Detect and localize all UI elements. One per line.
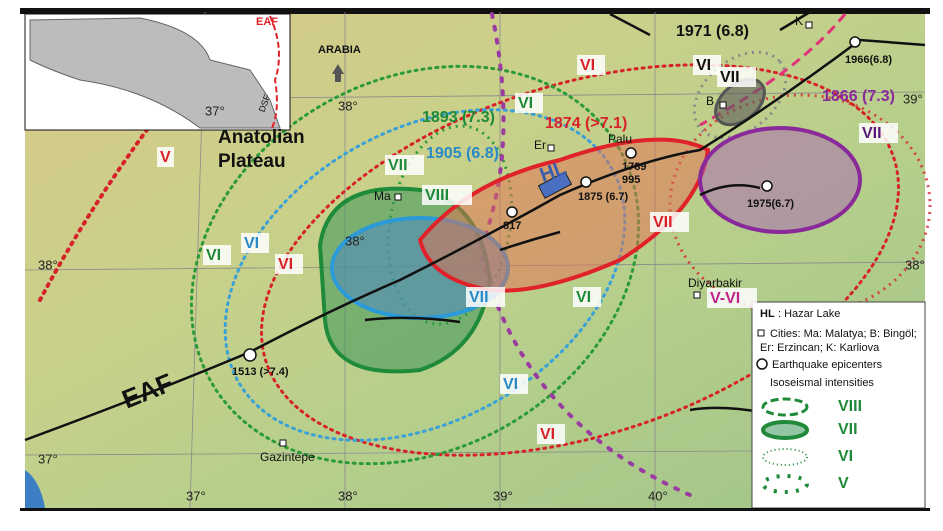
graticule-label: 39° <box>493 488 513 503</box>
intensity-label: VI <box>580 57 595 74</box>
label-box <box>577 55 605 75</box>
graticule-label: 38° <box>905 257 925 272</box>
graticule-label: 38° <box>38 257 58 272</box>
intensity-label: VI <box>244 235 259 252</box>
graticule-label: 40° <box>648 488 668 503</box>
intensity-label: VII <box>653 214 673 231</box>
label-box <box>573 287 601 307</box>
top-border <box>20 8 930 14</box>
label-box <box>650 212 689 232</box>
inset-arrow <box>332 64 344 82</box>
legend-level: VII <box>838 421 858 438</box>
epicenter-markers <box>243 36 861 362</box>
region-label: Anatolian <box>218 127 305 148</box>
city-label: Diyarbakir <box>688 276 742 290</box>
intensity-areas <box>317 77 862 374</box>
intensity-label: V-VI <box>710 290 740 307</box>
sea <box>25 470 45 508</box>
label-box <box>707 288 757 308</box>
graticule-label: 37° <box>205 103 225 118</box>
legend-cities: Er: Erzincan; K: Karliova <box>760 342 880 354</box>
city-label: B <box>706 94 714 108</box>
event-label: 1893 (7.3) <box>422 109 495 126</box>
graticule-label: 38° <box>345 233 365 248</box>
legend <box>751 301 926 509</box>
legend-hl-key: HL <box>760 308 775 320</box>
legend-city-icon <box>757 329 765 337</box>
intensity-label: VI <box>518 95 533 112</box>
inset-fault-label: EAF <box>256 16 278 28</box>
epicenter-label: 995 <box>622 174 640 186</box>
label-box <box>157 147 174 167</box>
legend-vi <box>762 448 808 466</box>
label-box <box>859 123 898 143</box>
epicenter-label: 1789 <box>622 161 646 173</box>
epicenter-label: 817 <box>503 220 521 232</box>
event-label: 1905 (6.8) <box>426 145 499 162</box>
legend-isoseismal: Isoseismal intensities <box>770 377 874 389</box>
intensity-label: VI <box>503 376 518 393</box>
city-label: K <box>795 14 803 28</box>
label-box <box>385 155 424 175</box>
region-label: Plateau <box>218 151 286 172</box>
intensity-label: VII <box>862 125 882 142</box>
intensity-label: VI <box>576 289 591 306</box>
inset-region-label: ARABIA <box>318 44 361 56</box>
intensity-label: VI <box>278 256 293 273</box>
legend-level: VIII <box>838 398 862 415</box>
inset-land <box>29 17 281 129</box>
graticule-label: 38° <box>338 488 358 503</box>
city-label: Ma <box>374 189 391 203</box>
city-label: Er <box>534 138 546 152</box>
legend-epicenters: Earthquake epicenters <box>772 359 883 371</box>
label-box <box>500 374 528 394</box>
label-box <box>537 424 565 444</box>
label-box <box>466 287 505 307</box>
legend-level: V <box>838 475 849 492</box>
legend-vii <box>761 420 809 440</box>
legend-hl-text: : Hazar Lake <box>778 308 840 320</box>
event-label: 1874 (>7.1) <box>545 115 627 132</box>
legend-v <box>761 474 809 494</box>
intensity-label: VI <box>540 426 555 443</box>
label-box <box>515 93 543 113</box>
label-box <box>717 67 756 87</box>
inset-fault <box>269 15 280 129</box>
epicenter-label: 1966(6.8) <box>845 54 892 66</box>
label-box <box>422 185 472 205</box>
intensity-label: VIII <box>425 187 449 204</box>
graticule-label: 37° <box>186 488 206 503</box>
intensity-label: VII <box>388 157 408 174</box>
graticule-label: 37° <box>38 451 58 466</box>
city-markers <box>279 21 813 447</box>
epicenter-label: 1513 (>7.4) <box>232 366 289 378</box>
label-box <box>693 55 721 75</box>
graticule-label: 38° <box>338 98 358 113</box>
bottom-border <box>20 508 930 511</box>
intensity-label: VII <box>720 69 740 86</box>
label-box <box>241 233 269 253</box>
legend-cities: Cities: Ma: Malatya; B: Bingöl; <box>770 328 917 340</box>
epicenter-label: 1875 (6.7) <box>578 191 628 203</box>
event-label: 1866 (7.3) <box>822 88 895 105</box>
label-box <box>203 245 231 265</box>
intensity-label: V <box>160 149 171 166</box>
event-label: 1971 (6.8) <box>676 23 749 40</box>
city-label: Gazintepe <box>260 450 315 464</box>
legend-viii <box>761 397 809 417</box>
label-box <box>275 254 303 274</box>
legend-epicenter-icon <box>756 358 768 370</box>
legend-level: VI <box>838 448 853 465</box>
intensity-label: VI <box>696 57 711 74</box>
epicenter-label: 1975(6.7) <box>747 198 794 210</box>
graticule-label: 39° <box>903 91 923 106</box>
intensity-label: VII <box>469 289 489 306</box>
intensity-label: VI <box>206 247 221 264</box>
city-label: Palu <box>608 132 632 146</box>
